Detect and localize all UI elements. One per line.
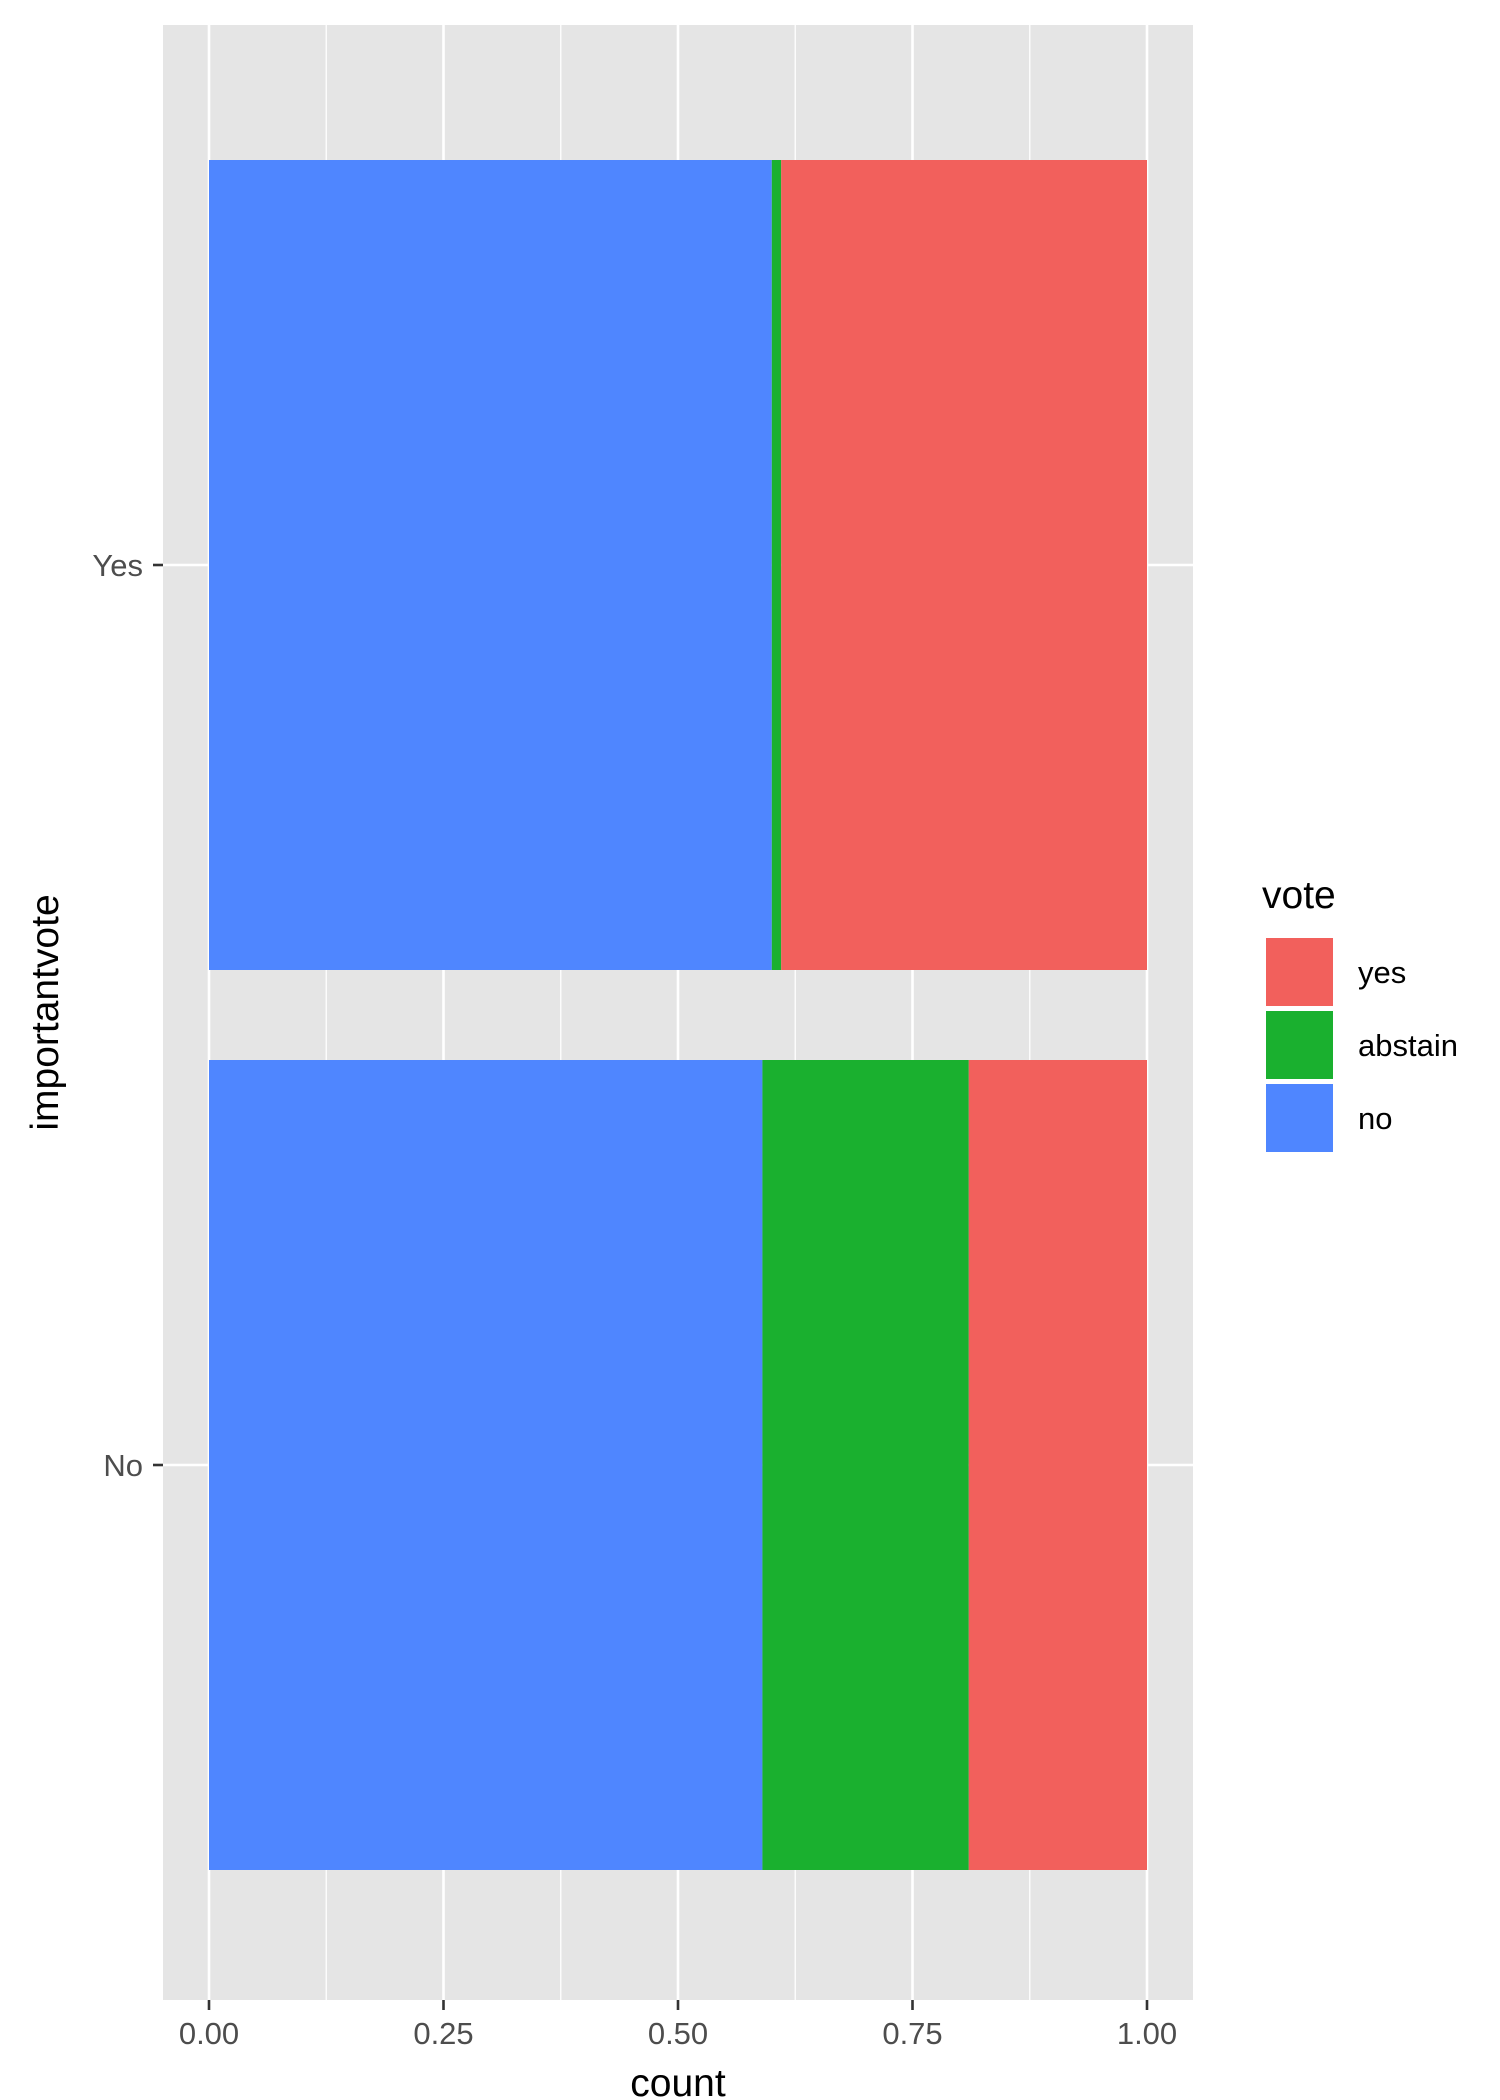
bar-yes-no: [209, 160, 772, 970]
legend-key-no: [1264, 1082, 1335, 1154]
legend: vote yes abstain no: [1262, 874, 1458, 1154]
legend-key-yes: [1264, 936, 1335, 1008]
x-axis-title: count: [630, 2062, 726, 2100]
legend-label-no: no: [1358, 1101, 1392, 1136]
y-axis-title: importantvote: [24, 894, 67, 1130]
x-tick-label: 0.75: [882, 2016, 942, 2051]
bar-no-no: [209, 1060, 763, 1870]
y-axis: Yes No: [92, 548, 163, 1483]
x-tick-label: 0.00: [179, 2016, 239, 2051]
y-tick-label: No: [103, 1448, 143, 1483]
x-tick-label: 0.50: [648, 2016, 708, 2051]
legend-key-abstain: [1264, 1009, 1335, 1081]
legend-label-yes: yes: [1358, 955, 1406, 990]
bar-yes-yes: [781, 160, 1147, 970]
legend-label-abstain: abstain: [1358, 1028, 1458, 1063]
bar-no-yes: [968, 1060, 1147, 1870]
bars: [209, 160, 1147, 1870]
legend-title: vote: [1262, 874, 1336, 917]
x-tick-label: 0.25: [413, 2016, 473, 2051]
bar-yes-abstain: [771, 160, 782, 970]
x-tick-label: 1.00: [1117, 2016, 1177, 2051]
y-tick-label: Yes: [92, 548, 143, 583]
bar-no-abstain: [762, 1060, 969, 1870]
x-axis: 0.00 0.25 0.50 0.75 1.00: [179, 2000, 1177, 2051]
